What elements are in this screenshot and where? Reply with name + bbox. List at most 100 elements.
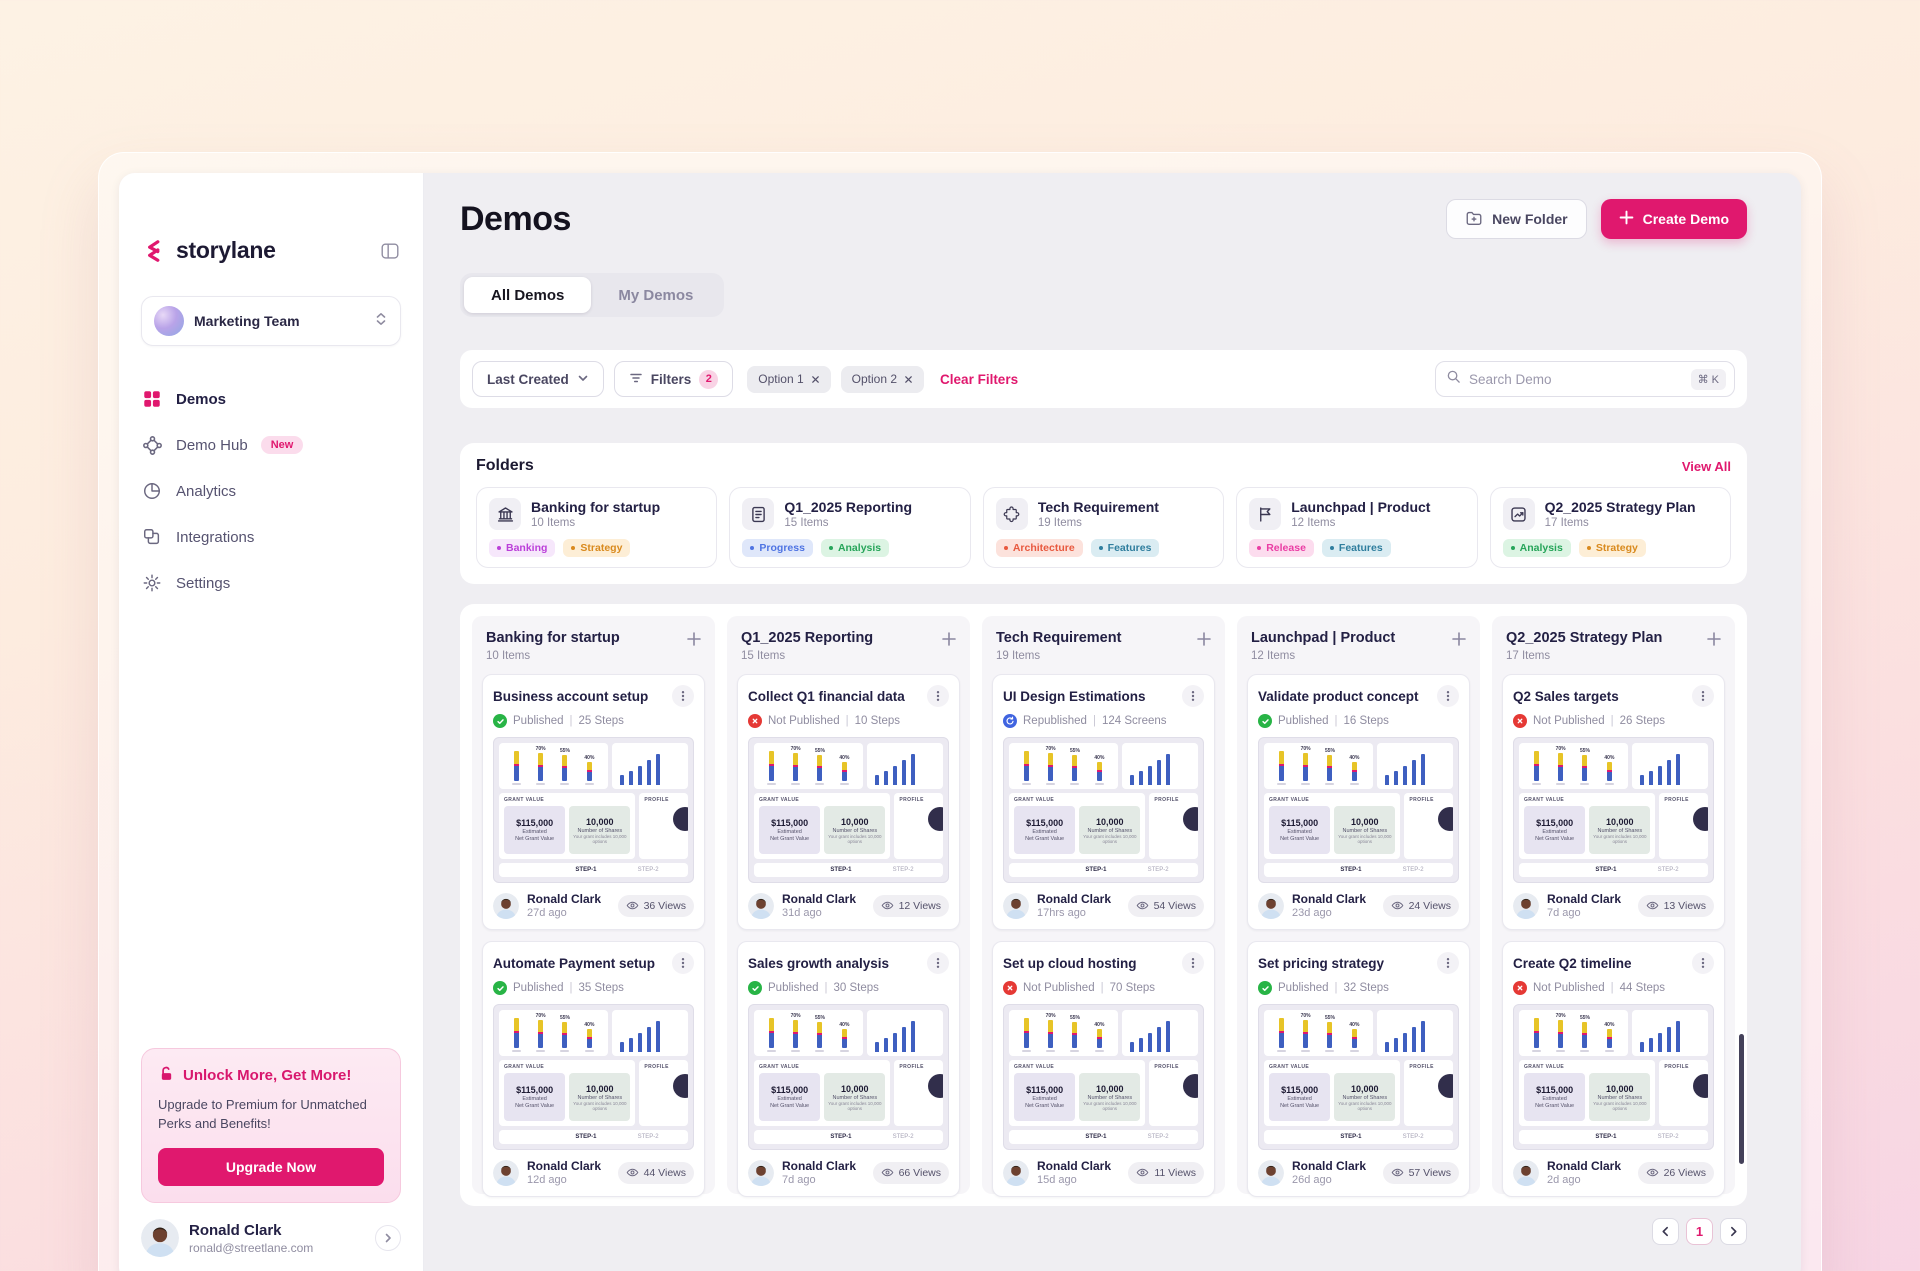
demo-card[interactable]: Business account setup Published | 25 St… [482, 674, 705, 930]
demo-card[interactable]: Create Q2 timeline Not Published | 44 St… [1502, 941, 1725, 1197]
filter-chip[interactable]: Option 1 [747, 365, 831, 393]
created-time: 2d ago [1547, 1174, 1581, 1186]
add-demo-button[interactable] [1705, 630, 1723, 652]
add-demo-button[interactable] [685, 630, 703, 652]
folder-name: Banking for startup [531, 499, 661, 515]
column-title: Q1_2025 Reporting [741, 630, 874, 646]
demo-title: Validate product concept [1258, 688, 1419, 704]
card-menu-button[interactable] [1437, 685, 1459, 707]
filters-button[interactable]: Filters 2 [613, 361, 734, 397]
status-icon [1513, 981, 1527, 995]
demos-tabs: All Demos My Demos [460, 273, 725, 317]
card-menu-button[interactable] [927, 952, 949, 974]
collapse-sidebar-button[interactable] [379, 240, 401, 262]
folder-card[interactable]: Banking for startup 10 Items Banking Stra… [476, 487, 718, 568]
status-icon [1003, 981, 1017, 995]
folder-card[interactable]: Q2_2025 Strategy Plan 17 Items Analysis S… [1489, 487, 1732, 568]
sidebar-item-settings[interactable]: Settings [141, 560, 401, 606]
filters-label: Filters [650, 371, 692, 387]
main-content: Demos New Folder Create Demo [424, 173, 1801, 1271]
card-menu-button[interactable] [1182, 952, 1204, 974]
create-demo-button[interactable]: Create Demo [1600, 199, 1747, 239]
demo-card[interactable]: Set pricing strategy Published | 32 Step… [1247, 941, 1470, 1197]
card-menu-button[interactable] [1692, 952, 1714, 974]
sidebar-item-integrations[interactable]: Integrations [141, 514, 401, 560]
steps-count: 25 Steps [578, 715, 624, 727]
upgrade-now-button[interactable]: Upgrade Now [158, 1148, 384, 1186]
status-text: Republished [1023, 715, 1087, 727]
folder-tag: Architecture [995, 539, 1083, 557]
close-icon[interactable] [811, 375, 820, 384]
clear-filters-button[interactable]: Clear Filters [940, 371, 1019, 387]
workspace-switcher[interactable]: Marketing Team [141, 296, 401, 346]
views-badge: 12 Views [872, 894, 949, 917]
card-menu-button[interactable] [672, 952, 694, 974]
thumbnail-profile-panel: PROFILE [1404, 793, 1453, 859]
new-folder-button[interactable]: New Folder [1446, 199, 1587, 239]
views-badge: 54 Views [1127, 894, 1204, 917]
avatar [1258, 1159, 1284, 1186]
folder-card[interactable]: Tech Requirement 19 Items Architecture Fe… [982, 487, 1225, 568]
views-badge: 44 Views [617, 1161, 694, 1184]
status-text: Published [513, 982, 564, 994]
card-menu-button[interactable] [927, 685, 949, 707]
card-menu-button[interactable] [1437, 952, 1459, 974]
demo-card[interactable]: Validate product concept Published | 16 … [1247, 674, 1470, 930]
author-name: Ronald Clark [1547, 1159, 1622, 1173]
tab-all-demos[interactable]: All Demos [464, 277, 592, 313]
board-scrollbar[interactable] [1739, 1034, 1744, 1164]
view-all-button[interactable]: View All [1681, 458, 1731, 474]
next-page-button[interactable] [1720, 1218, 1747, 1245]
thumbnail-steps: STEP-1 STEP-2 [754, 1130, 943, 1144]
card-menu-button[interactable] [1692, 685, 1714, 707]
demo-card[interactable]: Q2 Sales targets Not Published | 26 Step… [1502, 674, 1725, 930]
demo-card[interactable]: Automate Payment setup Published | 35 St… [482, 941, 705, 1197]
add-demo-button[interactable] [1450, 630, 1468, 652]
demo-card[interactable]: Sales growth analysis Published | 30 Ste… [737, 941, 960, 1197]
page-number-button[interactable]: 1 [1686, 1218, 1713, 1245]
thumbnail-grant-panel: GRANT VALUE $115,000 Estimated Net Grant… [499, 793, 636, 859]
add-demo-button[interactable] [1195, 630, 1213, 652]
prev-page-button[interactable] [1652, 1218, 1679, 1245]
sidebar-item-demos[interactable]: Demos [141, 376, 401, 422]
add-demo-button[interactable] [940, 630, 958, 652]
folder-card[interactable]: Q1_2025 Reporting 15 Items Progress Analy… [729, 487, 971, 568]
status-text: Published [768, 982, 819, 994]
user-profile[interactable]: Ronald Clark ronald@streetlane.com [141, 1219, 401, 1257]
tab-my-demos[interactable]: My Demos [591, 277, 720, 313]
created-time: 27d ago [527, 907, 567, 919]
demo-title: Set pricing strategy [1258, 955, 1385, 971]
demo-thumbnail: 70% 55% 40% GRANT VALUE $115,000 [493, 737, 694, 883]
demo-thumbnail: 70% 55% 40% GRANT VALUE $115,000 [1513, 1004, 1714, 1150]
report-icon [742, 498, 775, 530]
demo-card[interactable]: Collect Q1 financial data Not Published … [737, 674, 960, 930]
sort-dropdown[interactable]: Last Created [472, 361, 604, 397]
thumbnail-steps: STEP-1 STEP-2 [1264, 863, 1453, 877]
folder-name: Launchpad | Product [1291, 499, 1431, 515]
card-menu-button[interactable] [672, 685, 694, 707]
thumbnail-column-chart [1631, 743, 1708, 789]
card-menu-button[interactable] [1182, 685, 1204, 707]
chevron-right-icon[interactable] [375, 1225, 401, 1251]
demo-card[interactable]: UI Design Estimations Republished | 124 … [992, 674, 1215, 930]
search-input[interactable] [1469, 371, 1683, 387]
sidebar: storylane Marketing Team Demos Demo Hub [119, 173, 424, 1271]
folder-tag: Release [1249, 539, 1314, 557]
folder-card[interactable]: Launchpad | Product 12 Items Release Feat… [1236, 487, 1478, 568]
thumbnail-column-chart [866, 743, 943, 789]
demo-card[interactable]: Set up cloud hosting Not Published | 70 … [992, 941, 1215, 1197]
funnel-icon [629, 371, 643, 388]
folder-tag: Features [1321, 539, 1391, 557]
avatar [493, 892, 519, 919]
filter-chip[interactable]: Option 2 [840, 365, 925, 393]
sidebar-item-analytics[interactable]: Analytics [141, 468, 401, 514]
steps-count: 44 Steps [1619, 982, 1666, 994]
sidebar-item-label: Analytics [176, 482, 237, 500]
close-icon[interactable] [904, 375, 913, 384]
status-divider: | [569, 982, 573, 994]
demo-thumbnail: 70% 55% 40% GRANT VALUE $115,000 [748, 737, 949, 883]
keyboard-shortcut-badge: ⌘ K [1690, 368, 1726, 390]
user-email: ronald@streetlane.com [189, 1240, 314, 1255]
sidebar-item-demo-hub[interactable]: Demo Hub New [141, 422, 401, 468]
folder-items-count: 12 Items [1291, 517, 1336, 529]
